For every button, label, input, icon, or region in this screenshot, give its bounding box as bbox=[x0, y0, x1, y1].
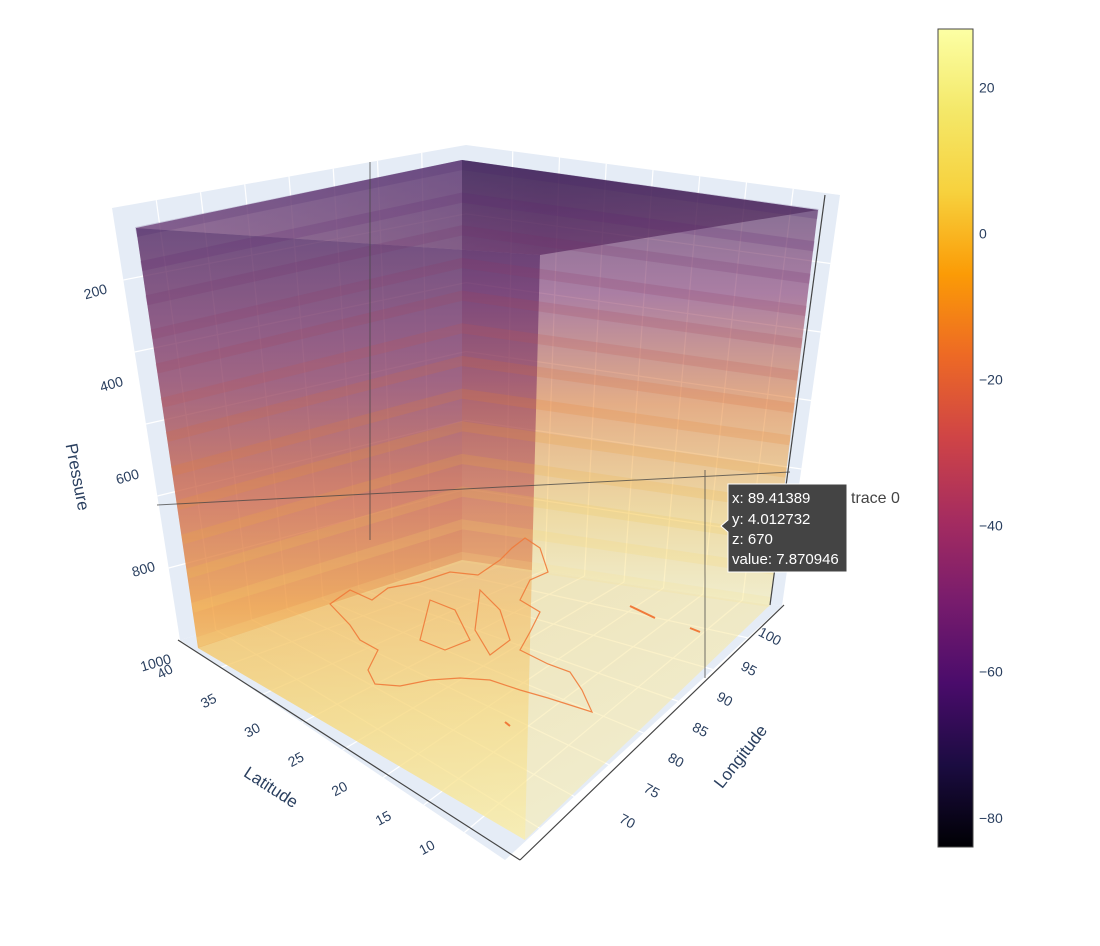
hover-line-z: z: 670 bbox=[732, 531, 773, 548]
tick-label: 30 bbox=[241, 719, 262, 741]
island-dashes bbox=[504, 605, 701, 727]
colorbar-tick-label: −20 bbox=[979, 372, 1003, 388]
tick-label: 200 bbox=[82, 280, 109, 302]
hover-line-y: y: 4.012732 bbox=[732, 511, 810, 528]
hover-tooltip: x: 89.41389 y: 4.012732 z: 670 value: 7.… bbox=[720, 483, 900, 573]
colorbar-tick-label: −40 bbox=[979, 518, 1003, 534]
colorbar-gradient bbox=[937, 28, 974, 848]
colorbar-tick-label: −60 bbox=[979, 664, 1003, 680]
tick-label: 800 bbox=[130, 558, 157, 580]
volume-bottom-face bbox=[198, 560, 770, 840]
latitude-axis-ticks: 10 15 20 25 30 35 40 bbox=[154, 660, 437, 858]
tick-label: 400 bbox=[98, 373, 125, 395]
tick-label: 80 bbox=[666, 749, 687, 771]
hover-trace-name: trace 0 bbox=[851, 490, 900, 507]
country-boundary bbox=[329, 537, 594, 713]
hover-line-value: value: 7.870946 bbox=[732, 551, 839, 568]
tick-label: 85 bbox=[690, 719, 711, 741]
tick-label: 75 bbox=[641, 780, 662, 802]
hover-line-x: x: 89.41389 bbox=[732, 490, 810, 507]
colorbar-tick-label: 20 bbox=[979, 79, 995, 95]
tick-label: 70 bbox=[617, 810, 638, 832]
tick-label: 10 bbox=[416, 836, 437, 858]
tick-label: 95 bbox=[739, 658, 760, 680]
tick-label: 20 bbox=[329, 778, 350, 800]
hover-box bbox=[720, 483, 848, 573]
colorbar-tick-label: −80 bbox=[979, 810, 1003, 826]
colorbar-ticks: 20 0 −20 −40 −60 −80 bbox=[979, 79, 1003, 825]
tick-label: 90 bbox=[714, 688, 735, 710]
latitude-axis-title: Latitude bbox=[240, 763, 301, 812]
tick-label: 600 bbox=[114, 465, 141, 487]
hover-spikelines bbox=[156, 162, 791, 678]
volume-trace[interactable] bbox=[134, 159, 819, 840]
colorbar: 20 0 −20 −40 −60 −80 bbox=[937, 28, 1003, 848]
tick-label: 40 bbox=[154, 660, 175, 682]
longitude-axis-title: Longitude bbox=[710, 721, 771, 792]
tick-label: 35 bbox=[198, 690, 219, 712]
tick-label: 15 bbox=[372, 807, 393, 829]
pressure-axis-title: Pressure bbox=[62, 442, 94, 512]
tick-label: 25 bbox=[285, 748, 306, 770]
colorbar-tick-label: 0 bbox=[979, 226, 987, 242]
volume-isosurface-layers bbox=[134, 159, 819, 647]
